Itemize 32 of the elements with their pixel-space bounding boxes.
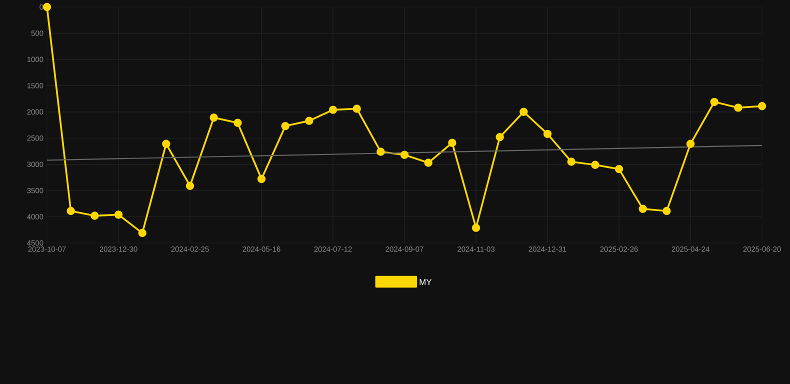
point	[257, 174, 266, 184]
point	[186, 182, 194, 190]
point	[234, 118, 242, 128]
point	[591, 160, 600, 169]
point	[305, 116, 314, 125]
point	[210, 114, 218, 122]
point	[638, 204, 647, 214]
point	[567, 158, 576, 166]
point	[162, 140, 170, 148]
point	[543, 130, 552, 138]
point	[758, 102, 766, 110]
point	[424, 158, 432, 167]
point	[42, 2, 52, 12]
point	[686, 140, 695, 148]
point	[90, 212, 99, 220]
point	[472, 224, 480, 232]
point	[400, 150, 409, 159]
point	[662, 206, 671, 216]
point	[448, 138, 456, 147]
point	[376, 148, 385, 156]
point	[520, 108, 528, 116]
point	[352, 104, 361, 113]
point	[734, 104, 742, 112]
point	[138, 228, 146, 238]
point	[710, 98, 718, 106]
point	[66, 206, 75, 216]
point	[614, 164, 624, 174]
point	[114, 210, 123, 219]
point	[496, 132, 504, 142]
legend-label: MY	[420, 279, 432, 285]
point	[328, 106, 338, 114]
point	[281, 122, 290, 130]
